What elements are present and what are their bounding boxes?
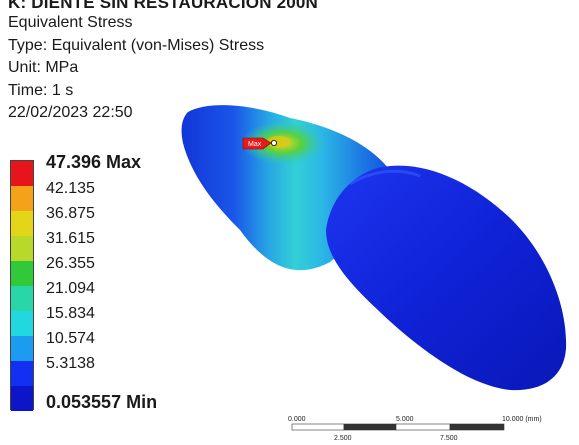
- stress-hotspot-core: [267, 136, 291, 148]
- crown-highlight: [349, 169, 421, 186]
- scale-tick-label: 7.500: [440, 435, 458, 442]
- max-probe-point: [270, 139, 277, 146]
- scale-tick-label: 5.000: [396, 416, 414, 423]
- result-unit: Unit: MPa: [8, 59, 79, 76]
- legend-min-label: 0.053557 Min: [46, 392, 158, 412]
- legend-swatch-3: [11, 211, 33, 236]
- legend-swatch-6: [11, 286, 33, 311]
- legend-level: 21.094: [46, 280, 95, 297]
- legend-swatch-2: [11, 186, 33, 211]
- scale-tick-label: 0.000: [288, 416, 306, 423]
- legend-level: 5.3138: [46, 355, 95, 372]
- legend-level: 15.834: [46, 305, 95, 322]
- legend-swatch-4: [11, 236, 33, 261]
- scale-bar: 0.000 5.000 10.000 (mm) 2.500 7.500: [288, 416, 542, 442]
- result-type: Type: Equivalent (von-Mises) Stress: [8, 36, 265, 54]
- legend-max-label: 47.396 Max: [46, 152, 142, 172]
- max-probe[interactable]: Max: [242, 137, 277, 150]
- scale-tick-label: 2.500: [334, 435, 352, 442]
- legend-level: 31.615: [46, 230, 95, 247]
- max-probe-flag: [242, 137, 272, 150]
- tooth-crown-mesh: [326, 165, 567, 391]
- analysis-title: K: DIENTE SIN RESTAURACION 200N: [8, 0, 319, 12]
- max-probe-label: Max: [248, 141, 262, 148]
- legend-color-bar: [10, 160, 34, 411]
- legend-swatch-9: [11, 361, 33, 386]
- scale-tick-label: 10.000 (mm): [502, 416, 542, 423]
- legend-level: 36.875: [46, 205, 95, 222]
- legend-level: 10.574: [46, 330, 95, 347]
- result-timestamp: 22/02/2023 22:50: [8, 104, 133, 121]
- result-info-block: Equivalent Stress Type: Equivalent (von-…: [8, 12, 264, 125]
- legend-swatch-7: [11, 311, 33, 336]
- legend-level: 42.135: [46, 180, 95, 197]
- legend-swatch-5: [11, 261, 33, 286]
- result-time: Time: 1 s: [8, 81, 74, 99]
- legend-swatch-10: [11, 386, 33, 411]
- legend-level: 26.355: [46, 255, 95, 272]
- legend-swatch-8: [11, 336, 33, 361]
- legend-swatch-1: [11, 161, 33, 186]
- result-name: Equivalent Stress: [8, 14, 133, 31]
